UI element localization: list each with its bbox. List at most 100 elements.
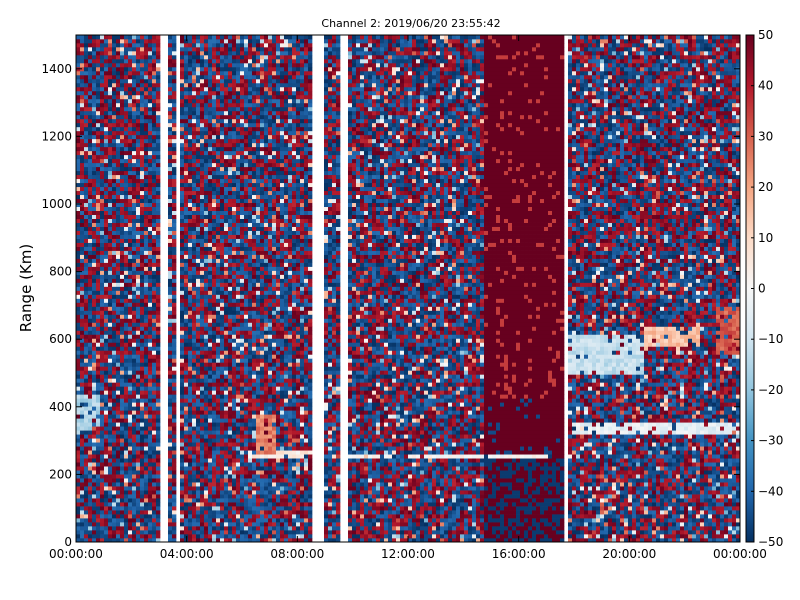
heatmap-cell	[184, 134, 189, 140]
heatmap-cell	[136, 494, 141, 499]
heatmap-cell	[204, 346, 209, 351]
heatmap-cell	[84, 314, 89, 319]
heatmap-cell	[88, 422, 93, 427]
heatmap-cell	[112, 35, 117, 40]
heatmap-cell	[168, 234, 173, 239]
heatmap-cell	[100, 514, 105, 519]
heatmap-cell	[220, 190, 225, 196]
heatmap-cell	[168, 154, 173, 160]
heatmap-cell	[172, 162, 177, 168]
heatmap-cell	[92, 106, 97, 112]
heatmap-cell	[208, 154, 213, 160]
heatmap-cell	[84, 174, 89, 180]
heatmap-cell	[188, 234, 193, 239]
heatmap-cell	[172, 118, 177, 124]
heatmap-cell	[116, 222, 121, 227]
heatmap-cell	[236, 410, 241, 415]
heatmap-cell	[76, 266, 81, 271]
heatmap-cell	[184, 482, 189, 487]
heatmap-cell	[196, 430, 201, 435]
heatmap-cell	[208, 322, 213, 327]
heatmap-cell	[232, 230, 237, 235]
heatmap-cell	[236, 378, 241, 383]
heatmap-cell	[156, 126, 161, 132]
heatmap-cell	[120, 334, 125, 339]
heatmap-cell	[108, 362, 113, 367]
heatmap-cell	[92, 394, 97, 399]
heatmap-cell	[152, 98, 157, 104]
heatmap-cell	[224, 358, 229, 363]
heatmap-cell	[104, 498, 109, 503]
heatmap-cell	[172, 122, 177, 128]
heatmap-cell	[228, 390, 233, 395]
heatmap-cell	[216, 166, 221, 172]
heatmap-cell	[120, 326, 125, 331]
heatmap-cell	[224, 446, 229, 451]
heatmap-cell	[156, 50, 161, 56]
heatmap-cell	[100, 438, 105, 443]
heatmap-cell	[132, 474, 137, 479]
heatmap-cell	[92, 142, 97, 148]
heatmap-cell	[180, 430, 185, 435]
heatmap-cell	[220, 230, 225, 235]
heatmap-cell	[180, 318, 185, 323]
heatmap-cell	[152, 314, 157, 319]
heatmap-cell	[132, 230, 137, 235]
heatmap-cell	[228, 414, 233, 419]
heatmap-cell	[204, 102, 209, 108]
heatmap-cell	[188, 322, 193, 327]
heatmap-cell	[228, 54, 233, 60]
heatmap-cell	[236, 398, 241, 403]
heatmap-cell	[76, 534, 81, 539]
heatmap-cell	[108, 330, 113, 335]
heatmap-cell	[208, 382, 213, 387]
heatmap-cell	[104, 274, 109, 279]
heatmap-cell	[216, 338, 221, 343]
heatmap-cell	[188, 54, 193, 60]
heatmap-cell	[116, 250, 121, 255]
heatmap-cell	[128, 250, 133, 255]
heatmap-cell	[204, 482, 209, 487]
heatmap-cell	[96, 226, 101, 231]
heatmap-cell	[188, 470, 193, 475]
heatmap-cell	[236, 178, 241, 184]
heatmap-cell	[168, 86, 173, 92]
heatmap-cell	[220, 146, 225, 152]
heatmap-cell	[192, 514, 197, 519]
heatmap-cell	[200, 130, 205, 136]
heatmap-cell	[188, 354, 193, 359]
heatmap-cell	[144, 74, 149, 80]
heatmap-cell	[136, 66, 141, 72]
heatmap-cell	[236, 442, 241, 447]
heatmap-cell	[232, 214, 237, 219]
heatmap-cell	[156, 154, 161, 160]
heatmap-cell	[192, 90, 197, 96]
heatmap-cell	[232, 318, 237, 323]
heatmap-cell	[232, 62, 237, 68]
heatmap-cell	[100, 290, 105, 295]
heatmap-cell	[240, 298, 245, 303]
heatmap-cell	[208, 318, 213, 323]
heatmap-cell	[132, 162, 137, 168]
heatmap-cell	[104, 310, 109, 315]
heatmap-cell	[216, 386, 221, 391]
heatmap-cell	[236, 82, 241, 88]
heatmap-cell	[76, 514, 81, 519]
heatmap-cell	[136, 246, 141, 251]
heatmap-cell	[232, 258, 237, 263]
heatmap-cell	[128, 330, 133, 335]
heatmap-cell	[196, 174, 201, 180]
heatmap-cell	[180, 410, 185, 415]
heatmap-cell	[168, 190, 173, 196]
heatmap-cell	[104, 294, 109, 299]
heatmap-cell	[148, 526, 153, 531]
heatmap-cell	[112, 50, 117, 56]
heatmap-cell	[216, 190, 221, 196]
heatmap-cell	[112, 126, 117, 132]
heatmap-cell	[84, 154, 89, 160]
heatmap-cell	[240, 130, 245, 136]
heatmap-cell	[84, 398, 89, 403]
heatmap-cell	[232, 218, 237, 223]
heatmap-cell	[92, 214, 97, 219]
heatmap-cell	[84, 198, 89, 204]
